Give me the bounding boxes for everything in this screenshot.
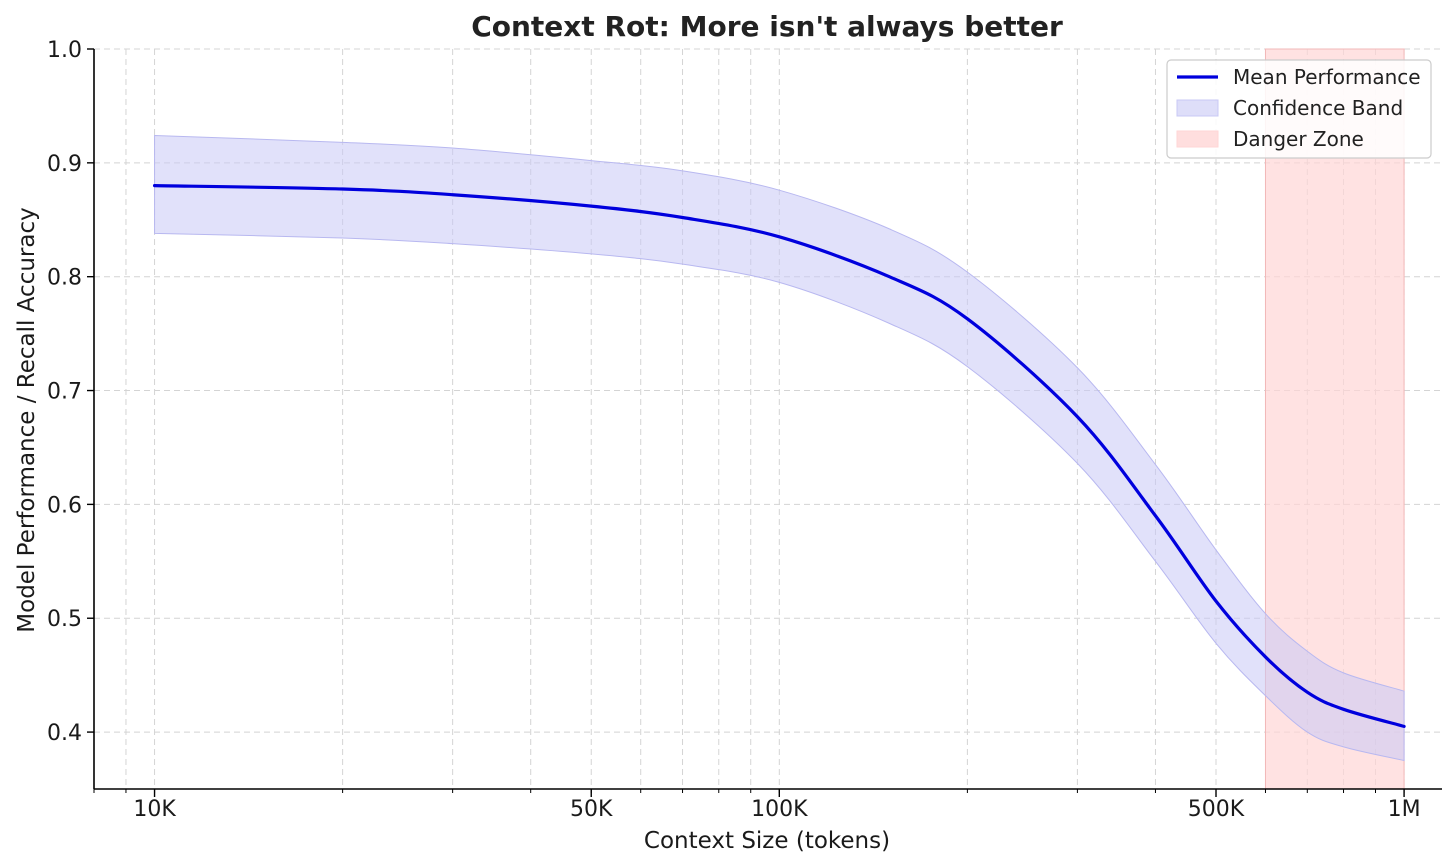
mean-performance-line [152,184,1406,728]
x-tick-label: 100K [751,797,808,822]
y-tick-label: 0.7 [47,380,82,405]
y-axis-ticks: 0.4 0.5 0.6 0.7 0.8 0.9 1.0 [47,38,94,746]
chart-title: Context Rot: More isn't always better [471,10,1063,43]
legend: Mean Performance Confidence Band Danger Zo… [1166,59,1432,159]
legend-label: Danger Zone [1233,127,1364,151]
legend-swatch-patch [1176,130,1219,148]
legend-items: Mean Performance Confidence Band Danger Zo… [1176,65,1421,151]
x-tick-label: 500K [1188,797,1245,822]
mean-performance-line-group [152,184,1406,728]
legend-label: Confidence Band [1233,96,1403,120]
y-tick-label: 0.9 [47,152,82,177]
legend-label: Mean Performance [1233,65,1421,89]
confidence-band-area [154,135,1405,762]
y-tick-label: 0.6 [47,493,82,518]
x-tick-label: 50K [570,797,613,822]
axes [93,49,1442,790]
y-tick-label: 0.8 [47,266,82,291]
x-axis-ticks: 10K 50K 100K 500K 1M [93,789,1421,822]
legend-box [1166,59,1432,159]
x-tick-label: 1M [1388,797,1421,822]
y-tick-label: 0.4 [47,721,82,746]
y-tick-label: 0.5 [47,607,82,632]
x-axis-title: Context Size (tokens) [644,828,890,854]
legend-swatch-patch [1176,99,1219,117]
y-axis-title: Model Performance / Recall Accuracy [14,207,40,632]
y-tick-label: 1.0 [47,38,82,63]
confidence-band [154,135,1405,762]
x-tick-label: 10K [133,797,176,822]
